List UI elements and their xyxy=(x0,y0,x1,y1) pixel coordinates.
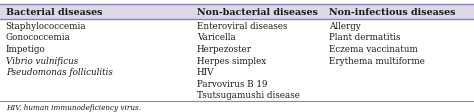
Bar xyxy=(0,4,474,20)
Text: Staphylococcemia: Staphylococcemia xyxy=(6,22,86,30)
Text: Non-infectious diseases: Non-infectious diseases xyxy=(329,8,456,17)
Text: Plant dermatitis: Plant dermatitis xyxy=(329,33,401,42)
Text: Non-bacterial diseases: Non-bacterial diseases xyxy=(197,8,318,17)
Text: HIV, human immunodeficiency virus.: HIV, human immunodeficiency virus. xyxy=(6,104,141,111)
Text: Gonococcemia: Gonococcemia xyxy=(6,33,71,42)
Text: HIV: HIV xyxy=(197,68,214,76)
Text: Enteroviral diseases: Enteroviral diseases xyxy=(197,22,287,30)
Text: Pseudomonas folliculitis: Pseudomonas folliculitis xyxy=(6,68,112,76)
Text: Eczema vaccinatum: Eczema vaccinatum xyxy=(329,44,418,53)
Text: Tsutsugamushi disease: Tsutsugamushi disease xyxy=(197,91,300,99)
Text: Vibrio vulnificus: Vibrio vulnificus xyxy=(6,56,78,65)
Text: Parvovirus B 19: Parvovirus B 19 xyxy=(197,79,267,88)
Text: Impetigo: Impetigo xyxy=(6,44,46,53)
Text: Herpezoster: Herpezoster xyxy=(197,44,252,53)
Text: Bacterial diseases: Bacterial diseases xyxy=(6,8,102,17)
Text: Varicella: Varicella xyxy=(197,33,236,42)
Text: Allergy: Allergy xyxy=(329,22,361,30)
Text: Erythema multiforme: Erythema multiforme xyxy=(329,56,425,65)
Text: Herpes simplex: Herpes simplex xyxy=(197,56,266,65)
